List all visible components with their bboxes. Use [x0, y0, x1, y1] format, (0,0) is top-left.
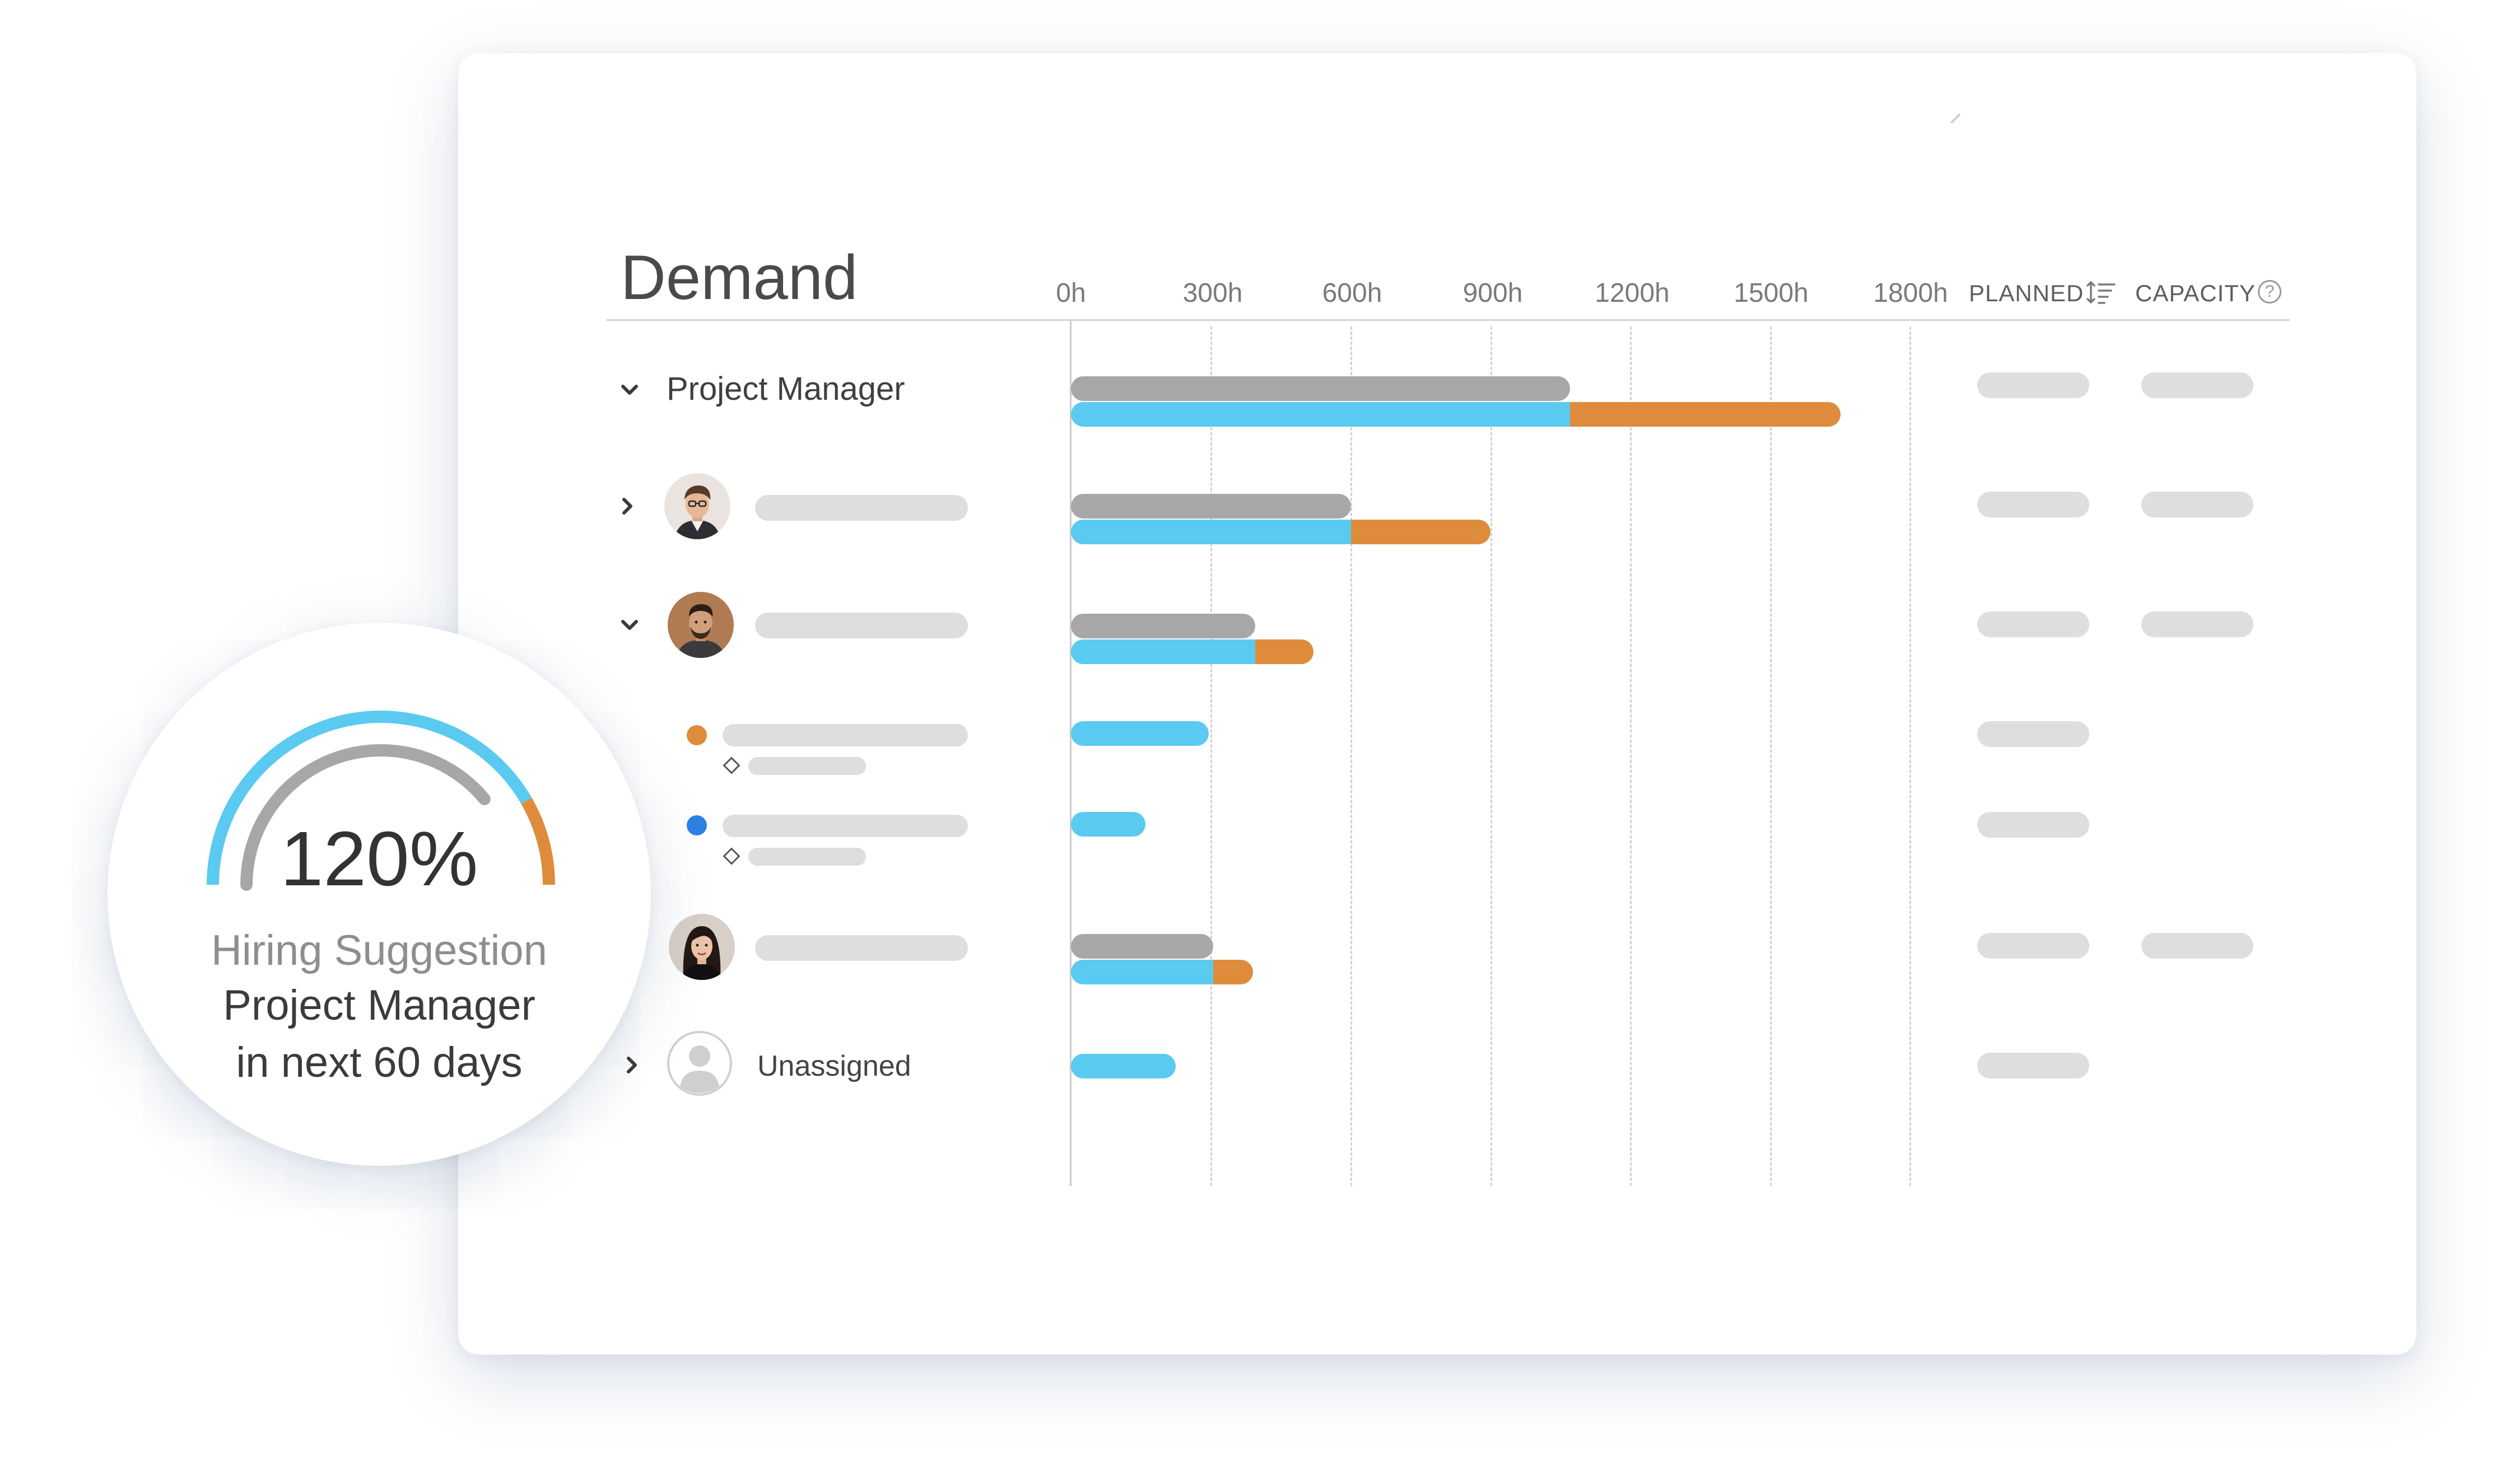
- gauge-planned-arc: [240, 744, 491, 891]
- planned-value-placeholder: [1977, 372, 2089, 398]
- task-subtitle-placeholder: [748, 757, 866, 775]
- planned-bar: [1071, 614, 1255, 638]
- demand-bar: [1071, 402, 1571, 427]
- demand-bar: [1071, 639, 1255, 664]
- role-label[interactable]: Project Manager: [667, 371, 905, 407]
- gauge-overflow-arc: [521, 797, 555, 885]
- chevron-down-icon[interactable]: [616, 611, 643, 638]
- utilization-gauge: [185, 700, 577, 902]
- chevron-right-icon[interactable]: [614, 493, 641, 520]
- task-subtitle-placeholder: [748, 848, 866, 866]
- grid-line: [1630, 326, 1632, 1186]
- task-name-placeholder: [723, 724, 968, 746]
- header-divider: [607, 319, 2290, 321]
- axis-tick-label: 0h: [1056, 278, 1086, 308]
- chart-axis-line: [1070, 321, 1072, 1186]
- capacity-value-placeholder: [2141, 492, 2253, 517]
- gauge-demand-arc: [207, 711, 532, 885]
- hiring-role-label: Project Manager: [223, 982, 535, 1029]
- demand-bar: [1071, 1054, 1176, 1078]
- demand-bar: [1071, 812, 1146, 837]
- capacity-column-header: CAPACITY: [2135, 280, 2256, 306]
- overflow-bar: [1213, 960, 1253, 984]
- demand-bar: [1071, 960, 1213, 984]
- axis-tick-label: 1800h: [1873, 278, 1948, 308]
- overflow-bar: [1350, 520, 1491, 544]
- planned-bar: [1071, 494, 1351, 519]
- axis-tick-label: 600h: [1322, 278, 1382, 308]
- hiring-timeframe-label: in next 60 days: [236, 1039, 523, 1086]
- demand-card: [458, 53, 2416, 1355]
- capacity-value-placeholder: [2141, 372, 2253, 398]
- overflow-bar: [1570, 402, 1841, 427]
- axis-tick-label: 900h: [1462, 278, 1523, 308]
- task-color-dot: [687, 725, 707, 745]
- overflow-bar: [1255, 639, 1314, 664]
- planned-bar: [1071, 934, 1213, 959]
- utilization-percent: 120%: [280, 816, 478, 902]
- name-placeholder: [755, 935, 968, 961]
- planned-value-placeholder: [1977, 1053, 2089, 1078]
- task-name-placeholder: [723, 815, 968, 837]
- grid-line: [1770, 326, 1772, 1186]
- planned-value-placeholder: [1977, 721, 2089, 747]
- grid-line: [1909, 326, 1911, 1186]
- chevron-right-icon[interactable]: [618, 1052, 645, 1078]
- planned-column-header[interactable]: PLANNED: [1969, 280, 2084, 306]
- name-placeholder: [755, 613, 968, 638]
- grid-line: [1210, 326, 1212, 1186]
- avatar: [668, 592, 734, 658]
- user-placeholder-icon: [667, 1030, 733, 1096]
- sort-icon[interactable]: [2086, 280, 2116, 305]
- task-color-dot: [687, 815, 707, 835]
- avatar: [669, 914, 735, 980]
- chevron-down-icon[interactable]: [616, 376, 643, 403]
- axis-tick-label: 1500h: [1734, 278, 1809, 308]
- planned-value-placeholder: [1977, 492, 2089, 517]
- planned-value-placeholder: [1977, 933, 2089, 959]
- hiring-suggestion-label: Hiring Suggestion: [211, 927, 547, 974]
- demand-bar: [1071, 721, 1209, 746]
- name-placeholder: [755, 495, 968, 521]
- axis-tick-label: 1200h: [1595, 278, 1670, 308]
- avatar: [664, 473, 730, 539]
- planned-bar: [1071, 376, 1571, 401]
- demand-bar: [1071, 520, 1351, 544]
- capacity-value-placeholder: [2141, 933, 2253, 959]
- grid-line: [1350, 326, 1352, 1186]
- page-title: Demand: [621, 242, 858, 312]
- grid-line: [1490, 326, 1492, 1186]
- axis-tick-label: 300h: [1182, 278, 1243, 308]
- help-icon[interactable]: ?: [2258, 280, 2281, 303]
- planned-value-placeholder: [1977, 812, 2089, 838]
- unassigned-label: Unassigned: [757, 1050, 911, 1082]
- capacity-value-placeholder: [2141, 611, 2253, 637]
- planned-value-placeholder: [1977, 611, 2089, 637]
